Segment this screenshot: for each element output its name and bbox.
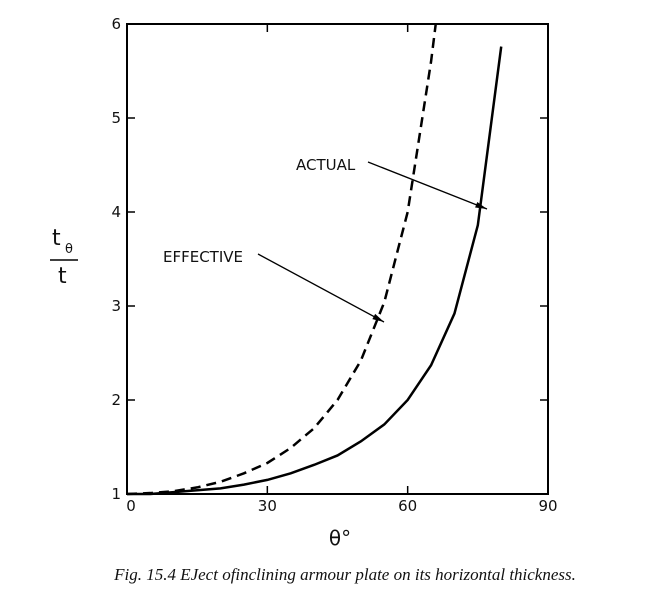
plot-frame <box>126 23 549 495</box>
y-tick-label: 3 <box>111 297 121 315</box>
x-tick-label: 0 <box>126 497 136 515</box>
annotation-arrow <box>367 161 488 210</box>
x-tick-label: 90 <box>538 497 557 515</box>
y-label-subscript: θ <box>65 242 73 257</box>
y-tick-label: 1 <box>111 485 121 503</box>
x-tick-label: 60 <box>398 497 417 515</box>
y-label-denominator: t <box>58 264 67 289</box>
x-tick-label: 30 <box>258 497 277 515</box>
y-label-numerator: t <box>52 226 61 251</box>
annotation-arrowhead <box>475 201 487 209</box>
annotation-arrow <box>257 253 385 323</box>
annotation-label: ACTUAL <box>296 156 356 174</box>
annotation-arrowhead <box>372 313 384 322</box>
y-tick-label: 5 <box>111 109 121 127</box>
series-line <box>127 46 503 496</box>
y-tick-label: 4 <box>111 203 121 221</box>
y-tick-label: 6 <box>111 15 121 33</box>
series-line <box>126 23 437 496</box>
annotation-label: EFFECTIVE <box>163 248 243 266</box>
caption: Fig. 15.4 EJect ofinclining armour plate… <box>113 565 576 584</box>
x-axis-label: θ° <box>329 526 351 550</box>
y-tick-label: 2 <box>111 391 121 409</box>
